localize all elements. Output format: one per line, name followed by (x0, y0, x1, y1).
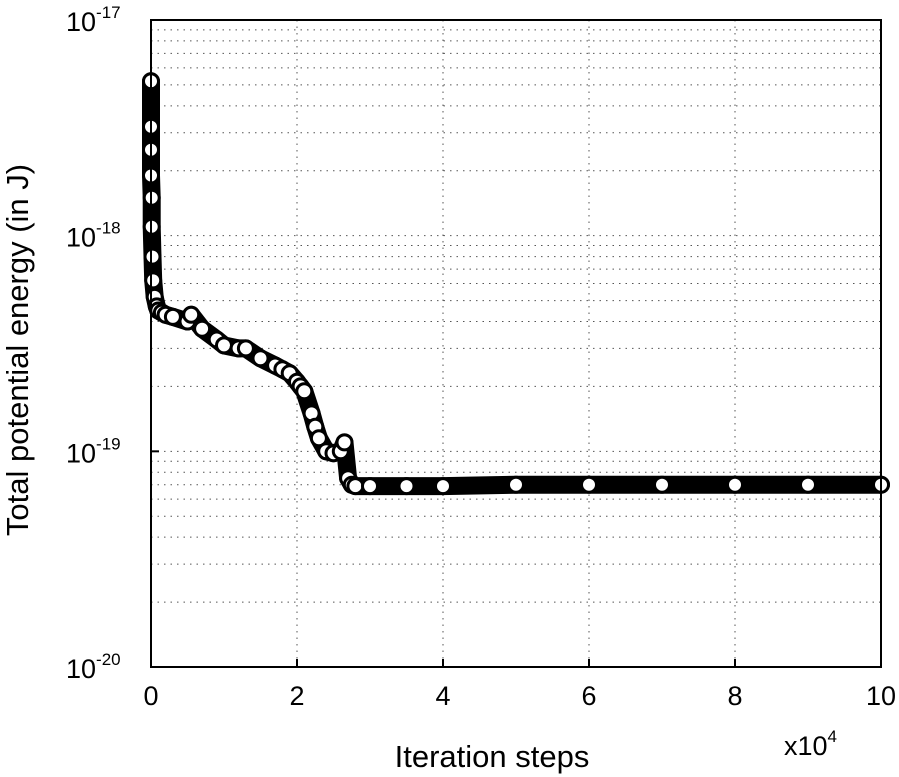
y-tick-label: 10-17 (66, 3, 121, 37)
x-tick-label: 2 (289, 681, 304, 711)
data-point (236, 339, 255, 358)
data-point (309, 429, 328, 448)
y-tick-base: 10 (66, 223, 96, 253)
x-tick-label: 0 (143, 681, 158, 711)
x-axis-ticks: 0 2 4 6 8 10 (143, 659, 896, 711)
data-point (361, 477, 379, 496)
x-tick-label: 8 (727, 681, 742, 711)
data-point (143, 247, 162, 266)
y-tick-exponent: -18 (96, 219, 121, 238)
data-point (580, 475, 598, 494)
data-point (397, 477, 416, 496)
data-point (215, 336, 233, 355)
y-tick-base: 10 (66, 438, 96, 468)
y-axis-label: Total potential energy (in J) (0, 164, 35, 536)
plot-frame (150, 19, 882, 668)
grid-lines (151, 20, 881, 667)
y-tick-label: 10-20 (66, 650, 121, 684)
data-point (144, 271, 163, 290)
data-point (295, 382, 314, 401)
x-multiplier-exponent: 4 (828, 727, 837, 746)
data-point (653, 475, 671, 494)
data-point (251, 349, 270, 368)
y-tick-exponent: -20 (96, 650, 121, 669)
x-axis-label: Iteration steps (395, 739, 590, 774)
data-point (163, 307, 182, 326)
data-point (346, 477, 365, 496)
x-multiplier-base: x10 (784, 731, 828, 761)
data-point (182, 305, 201, 324)
y-tick-base: 10 (66, 654, 96, 684)
data-point (799, 475, 817, 494)
data-point (507, 475, 525, 494)
y-tick-label: 10-18 (66, 219, 121, 253)
y-tick-label: 10-19 (66, 434, 121, 468)
data-point (193, 319, 212, 338)
x-tick-label: 6 (581, 681, 596, 711)
data-point (335, 433, 354, 452)
x-tick-label: 4 (435, 681, 450, 711)
y-tick-exponent: -17 (96, 3, 121, 22)
y-tick-base: 10 (66, 7, 96, 37)
data-point (434, 477, 452, 496)
data-point (726, 475, 744, 494)
x-tick-label: 10 (866, 681, 896, 711)
x-multiplier-label: x104 (784, 727, 837, 761)
y-tick-exponent: -19 (96, 434, 121, 453)
